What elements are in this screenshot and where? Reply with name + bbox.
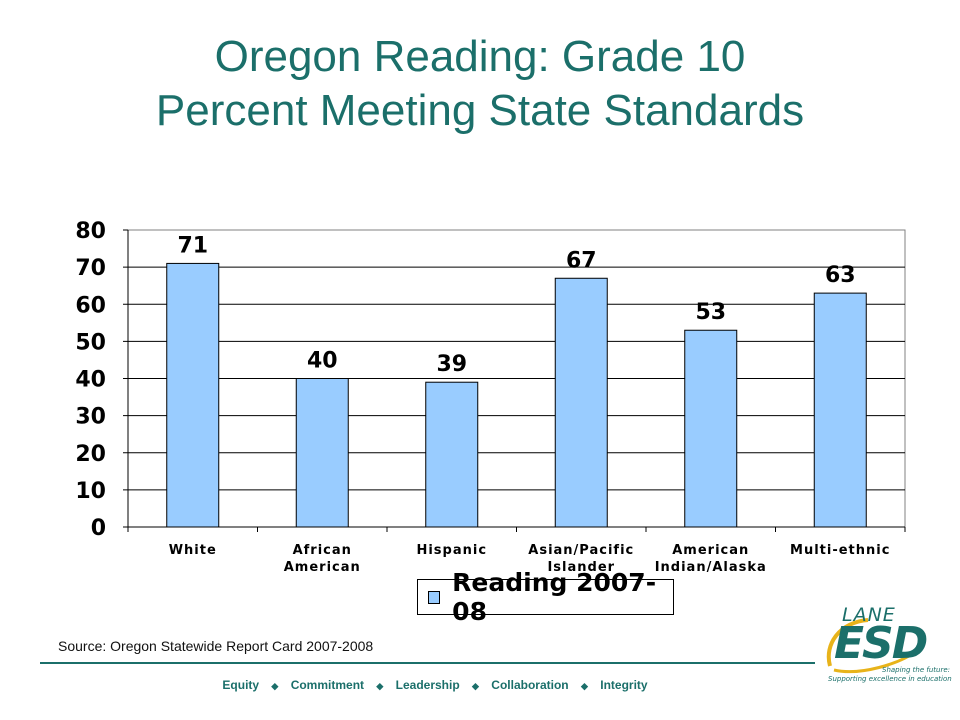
y-tick-label: 50 <box>75 330 106 355</box>
data-label: 71 <box>177 233 208 258</box>
title-line-2: Percent Meeting State Standards <box>155 86 805 135</box>
y-tick-label: 80 <box>75 219 106 244</box>
value-leadership: Leadership <box>395 678 460 692</box>
bar <box>554 277 608 528</box>
data-label: 67 <box>566 248 597 273</box>
values-footer: Equity ◆ Commitment ◆ Leadership ◆ Colla… <box>0 678 870 692</box>
chart-legend: Reading 2007-08 <box>417 568 674 626</box>
y-tick-label: 10 <box>75 479 106 504</box>
logo-lane-text: LANE <box>842 604 896 626</box>
x-tick-label: Hispanic <box>416 543 487 558</box>
data-label: 39 <box>436 352 467 377</box>
source-note: Source: Oregon Statewide Report Card 200… <box>58 638 374 654</box>
footer-separator: ◆ <box>376 681 384 691</box>
logo-tagline-1: Shaping the future: <box>882 666 951 674</box>
slide-title: Oregon Reading: Grade 10 Percent Meeting… <box>0 30 960 138</box>
logo-esd-text: ESD <box>834 618 928 669</box>
footer-separator: ◆ <box>271 681 279 691</box>
x-tick-label: White <box>169 543 217 558</box>
data-label: 40 <box>307 349 338 374</box>
y-tick-label: 60 <box>75 293 106 318</box>
x-tick-label: Asian/Pacific <box>528 543 634 558</box>
logo-tagline-2: Supporting excellence in education <box>828 675 952 683</box>
data-label: 53 <box>695 300 726 325</box>
y-tick-label: 30 <box>75 405 106 430</box>
x-tick-label: American <box>284 560 361 575</box>
y-tick-label: 0 <box>91 516 106 541</box>
footer-separator: ◆ <box>472 681 479 691</box>
x-tick-label: Multi-ethnic <box>790 543 890 558</box>
x-tick-label: Islander <box>547 560 615 575</box>
value-equity: Equity <box>222 678 260 692</box>
bar <box>295 378 349 528</box>
legend-swatch <box>428 590 441 604</box>
value-collaboration: Collaboration <box>491 678 569 692</box>
y-tick-label: 20 <box>75 442 106 467</box>
title-line-1: Oregon Reading: Grade 10 <box>214 32 746 81</box>
value-commitment: Commitment <box>290 678 365 692</box>
data-label: 63 <box>825 263 856 288</box>
bar <box>813 292 867 528</box>
x-tick-label: Indian/Alaska <box>655 560 767 575</box>
value-integrity: Integrity <box>600 678 648 692</box>
y-tick-label: 70 <box>75 256 106 281</box>
x-tick-label: American <box>672 543 749 558</box>
footer-divider <box>40 662 815 664</box>
bar-chart: 0 10 20 30 40 50 60 70 80 71 White 40 African America… <box>75 219 906 575</box>
y-tick-label: 40 <box>75 368 106 393</box>
x-tick-label: African <box>293 543 352 558</box>
bar <box>684 329 738 528</box>
legend-label: Reading 2007-08 <box>452 568 657 626</box>
lane-esd-logo: LANE ESD Shaping the future: Supporting … <box>820 604 952 690</box>
logo-swirl-icon <box>826 618 919 674</box>
footer-separator: ◆ <box>580 681 588 691</box>
bar <box>166 262 220 528</box>
bar <box>425 381 479 528</box>
